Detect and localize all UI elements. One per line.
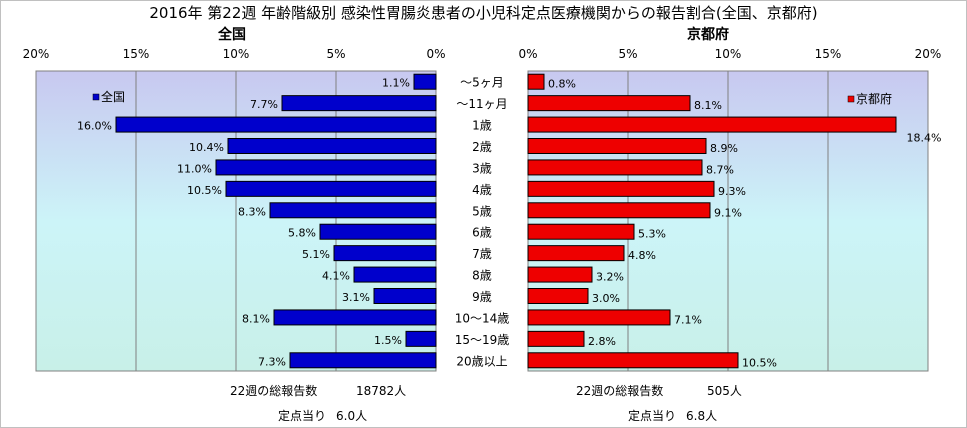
national-bar: [413, 73, 437, 90]
category-label: 7歳: [472, 247, 492, 261]
kyoto-bar: [527, 116, 897, 133]
national-per-value: 6.0人: [336, 409, 368, 423]
category-label: ～11ヶ月: [456, 97, 507, 111]
kyoto-bar: [527, 180, 715, 197]
category-label: 10～14歳: [455, 311, 510, 325]
kyoto-data-label: 8.7%: [706, 163, 734, 176]
kyoto-bar: [527, 159, 703, 176]
kyoto-bar: [527, 223, 635, 240]
kyoto-tick-label: 20%: [915, 47, 942, 61]
national-bar: [289, 352, 437, 369]
national-bar: [273, 309, 437, 326]
category-label: 2歳: [472, 140, 492, 154]
category-label: 9歳: [472, 290, 492, 304]
national-bar: [227, 138, 437, 154]
national-bar: [405, 330, 437, 347]
national-bar: [373, 288, 437, 304]
national-tick-label: 20%: [23, 47, 50, 61]
national-data-label: 7.7%: [250, 98, 278, 111]
category-label: 3歳: [472, 161, 492, 175]
kyoto-data-label: 3.2%: [596, 271, 624, 284]
kyoto-bar: [527, 73, 545, 90]
kyoto-bar: [527, 138, 707, 154]
kyoto-bar: [527, 330, 585, 347]
national-tick-label: 5%: [326, 47, 345, 61]
kyoto-per-label: 定点当り: [628, 409, 677, 423]
category-label: 6歳: [472, 226, 492, 240]
kyoto-tick-label: 0%: [518, 47, 537, 61]
kyoto-data-label: 9.3%: [718, 185, 746, 198]
national-data-label: 8.3%: [238, 205, 266, 218]
kyoto-total-label: 22週の総報告数: [576, 384, 664, 398]
kyoto-data-label: 18.4%: [907, 132, 942, 145]
national-legend-label: 全国: [101, 89, 125, 104]
national-bar: [215, 159, 437, 176]
national-data-label: 3.1%: [342, 291, 370, 304]
kyoto-total-value: 505人: [707, 384, 742, 398]
category-label: ～5ヶ月: [460, 76, 504, 90]
kyoto-tick-label: 10%: [715, 47, 742, 61]
national-data-label: 1.5%: [374, 334, 402, 347]
national-data-label: 5.1%: [302, 248, 330, 261]
national-tick-label: 15%: [123, 47, 150, 61]
national-bar: [353, 266, 437, 283]
national-data-label: 1.1%: [382, 77, 410, 90]
national-data-label: 11.0%: [177, 162, 212, 175]
kyoto-data-label: 3.0%: [592, 292, 620, 305]
national-bar: [281, 95, 437, 112]
kyoto-bar: [527, 309, 671, 326]
kyoto-bar: [527, 245, 625, 262]
national-data-label: 10.4%: [189, 141, 224, 154]
national-data-label: 8.1%: [242, 312, 270, 325]
category-label: 1歳: [472, 119, 492, 133]
category-label: 8歳: [472, 269, 492, 283]
category-label: 4歳: [472, 183, 492, 197]
chart-title: 2016年 第22週 年齢階級別 感染性胃腸炎患者の小児科定点医療機関からの報告…: [149, 4, 818, 22]
national-bar: [115, 116, 437, 133]
kyoto-per-value: 6.8人: [686, 409, 718, 423]
national-bar: [333, 245, 437, 262]
kyoto-legend-swatch: [847, 95, 855, 103]
national-panel-title: 全国: [218, 27, 246, 43]
kyoto-tick-label: 5%: [618, 47, 637, 61]
category-label: 20歳以上: [456, 354, 507, 368]
national-data-label: 16.0%: [77, 120, 112, 133]
national-total-label: 22週の総報告数: [230, 384, 318, 398]
kyoto-data-label: 0.8%: [548, 78, 576, 91]
national-total-value: 18782人: [356, 384, 407, 398]
kyoto-legend-label: 京都府: [856, 91, 892, 106]
national-data-label: 5.8%: [288, 227, 316, 240]
national-data-label: 10.5%: [187, 184, 222, 197]
kyoto-bar: [527, 352, 739, 369]
national-bar: [269, 202, 437, 219]
national-tick-label: 10%: [223, 47, 250, 61]
kyoto-data-label: 8.9%: [710, 142, 738, 155]
kyoto-data-label: 7.1%: [674, 313, 702, 326]
kyoto-tick-label: 15%: [815, 47, 842, 61]
kyoto-panel-title: 京都府: [687, 27, 729, 43]
category-label: 15～19歳: [455, 333, 510, 347]
kyoto-data-label: 10.5%: [742, 356, 777, 369]
kyoto-bar: [527, 202, 711, 219]
kyoto-bar: [527, 266, 593, 283]
kyoto-data-label: 2.8%: [588, 335, 616, 348]
kyoto-data-label: 4.8%: [628, 249, 656, 262]
kyoto-data-label: 5.3%: [638, 228, 666, 241]
kyoto-data-label: 8.1%: [694, 99, 722, 112]
kyoto-bar: [527, 95, 691, 112]
kyoto-data-label: 9.1%: [714, 206, 742, 219]
national-legend-swatch: [92, 93, 100, 101]
national-bar: [225, 180, 437, 197]
national-per-label: 定点当り: [278, 409, 327, 423]
kyoto-bar: [527, 288, 589, 304]
national-data-label: 7.3%: [258, 355, 286, 368]
national-tick-label: 0%: [426, 47, 445, 61]
category-label: 5歳: [472, 204, 492, 218]
national-data-label: 4.1%: [322, 270, 350, 283]
national-bar: [319, 223, 437, 240]
